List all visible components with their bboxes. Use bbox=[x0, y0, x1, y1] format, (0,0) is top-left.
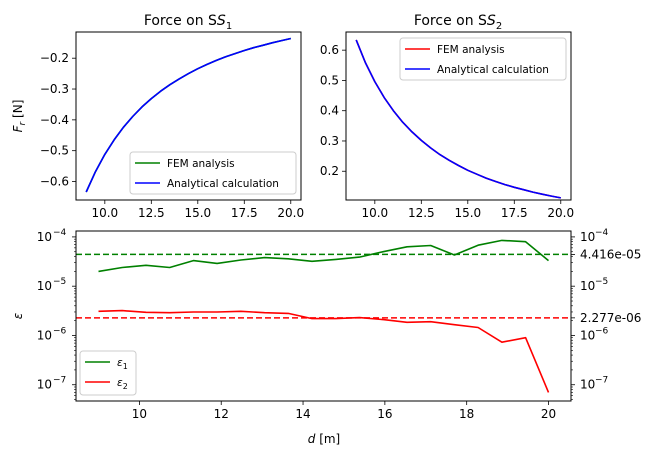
series-line-s1-1 bbox=[85, 37, 291, 193]
x-tick-label: 12.5 bbox=[408, 206, 435, 220]
legend-error: ε1 ε2 bbox=[79, 350, 137, 396]
right-tick-exponent: −4 bbox=[595, 228, 609, 238]
y-tick-label: 0.2 bbox=[320, 164, 339, 178]
x-ticks-s1: 10.0 12.5 15.0 17.5 20.0 bbox=[91, 200, 304, 220]
y-tick-label: 10 bbox=[37, 328, 52, 342]
legend-label-fem-s2: FEM analysis bbox=[437, 44, 505, 56]
y-axis-label-s1: Fr [N] bbox=[11, 100, 28, 133]
legend-box-s2 bbox=[399, 37, 567, 81]
y-tick-label: −0.2 bbox=[40, 51, 69, 65]
legend-box-s1 bbox=[129, 151, 297, 195]
y-tick-label: 0.3 bbox=[320, 134, 339, 148]
right-tick-label: 10 bbox=[580, 230, 595, 244]
x-tick-label: 10 bbox=[132, 407, 147, 421]
y-tick-exponent: −4 bbox=[53, 228, 67, 238]
legend-label-fem-s1: FEM analysis bbox=[167, 158, 235, 170]
axes-frame-error bbox=[75, 230, 572, 402]
y-tick-label: −0.4 bbox=[40, 113, 69, 127]
y-tick-label: 10 bbox=[37, 230, 52, 244]
y-tick-exponent: −6 bbox=[53, 326, 67, 336]
series-line-err-0 bbox=[98, 239, 550, 273]
panel-title-s1: Force on SS1 bbox=[144, 13, 232, 32]
series-line-err-1 bbox=[98, 309, 550, 393]
x-ticks-s2: 10.0 12.5 15.0 17.5 20.0 bbox=[361, 200, 574, 220]
panel-title-s2: Force on SS2 bbox=[414, 13, 502, 32]
y-axis-label-error: ε bbox=[11, 312, 25, 319]
x-tick-label: 16 bbox=[377, 407, 392, 421]
series-line-s2-1 bbox=[355, 39, 561, 199]
panel-force-s1: Force on SS1 Fr [N] 10.0 12.5 15.0 17.5 20.0… bbox=[11, 13, 304, 220]
axes-frame-s1 bbox=[75, 31, 302, 201]
x-tick-label: 12.5 bbox=[138, 206, 165, 220]
reference-line-label-2: 2.277e-06 bbox=[580, 311, 641, 325]
reference-line-label-1: 4.416e-05 bbox=[580, 247, 641, 261]
y-tick-exponent: −5 bbox=[53, 277, 66, 287]
right-tick-exponent: −7 bbox=[595, 376, 608, 386]
right-tick-exponent: −5 bbox=[595, 277, 608, 287]
y-tick-label: 10 bbox=[37, 279, 52, 293]
y-tick-exponent: −7 bbox=[53, 376, 66, 386]
series-group-s2 bbox=[355, 39, 561, 199]
x-tick-label: 10.0 bbox=[361, 206, 388, 220]
panel-force-s2: Force on SS2 10.0 12.5 15.0 17.5 20.0 0.2 0.3… bbox=[320, 13, 574, 220]
series-group-s1 bbox=[85, 37, 291, 193]
axes-frame-s2 bbox=[345, 31, 572, 201]
legend-s1: FEM analysis Analytical calculation bbox=[129, 151, 297, 195]
x-ticks-error: 10 12 14 16 18 20 bbox=[132, 401, 556, 421]
x-tick-label: 20.0 bbox=[277, 206, 304, 220]
y-tick-label: 0.5 bbox=[320, 73, 339, 87]
x-tick-label: 10.0 bbox=[91, 206, 118, 220]
y-tick-label: −0.6 bbox=[40, 175, 69, 189]
y-tick-label: 0.6 bbox=[320, 43, 339, 57]
right-tick-label: 10 bbox=[580, 378, 595, 392]
reference-lines bbox=[76, 253, 571, 319]
y-tick-label: 0.4 bbox=[320, 104, 339, 118]
y-tick-label: −0.5 bbox=[40, 144, 69, 158]
right-tick-exponent: −6 bbox=[595, 326, 609, 336]
x-tick-label: 18 bbox=[459, 407, 474, 421]
legend-label-analytical-s2: Analytical calculation bbox=[437, 64, 549, 76]
x-axis-label-error: d [m] bbox=[308, 432, 341, 446]
y-tick-label: −0.3 bbox=[40, 82, 69, 96]
y-ticks-s1: −0.6 −0.5 −0.4 −0.3 −0.2 bbox=[40, 51, 76, 189]
y-tick-label: 10 bbox=[37, 378, 52, 392]
series-group-error bbox=[98, 239, 550, 393]
x-tick-label: 15.0 bbox=[454, 206, 481, 220]
right-tick-label: 10 bbox=[580, 328, 595, 342]
y-ticks-s2: 0.2 0.3 0.4 0.5 0.6 bbox=[320, 43, 346, 178]
right-tick-label: 10 bbox=[580, 279, 595, 293]
legend-label-eps1: ε1 bbox=[117, 357, 128, 371]
x-tick-label: 17.5 bbox=[501, 206, 528, 220]
legend-label-analytical-s1: Analytical calculation bbox=[167, 178, 279, 190]
y-ticks-error: 10−710−610−510−4 bbox=[37, 228, 76, 400]
x-tick-label: 15.0 bbox=[184, 206, 211, 220]
legend-s2: FEM analysis Analytical calculation bbox=[399, 37, 567, 81]
x-tick-label: 12 bbox=[214, 407, 229, 421]
x-tick-label: 20 bbox=[541, 407, 556, 421]
x-tick-label: 17.5 bbox=[231, 206, 258, 220]
x-tick-label: 14 bbox=[295, 407, 310, 421]
x-tick-label: 20.0 bbox=[547, 206, 574, 220]
panel-error: ε d [m] 10 12 14 16 18 20 10−710−610−510−4 4.… bbox=[11, 228, 641, 446]
legend-label-eps2: ε2 bbox=[117, 377, 128, 391]
